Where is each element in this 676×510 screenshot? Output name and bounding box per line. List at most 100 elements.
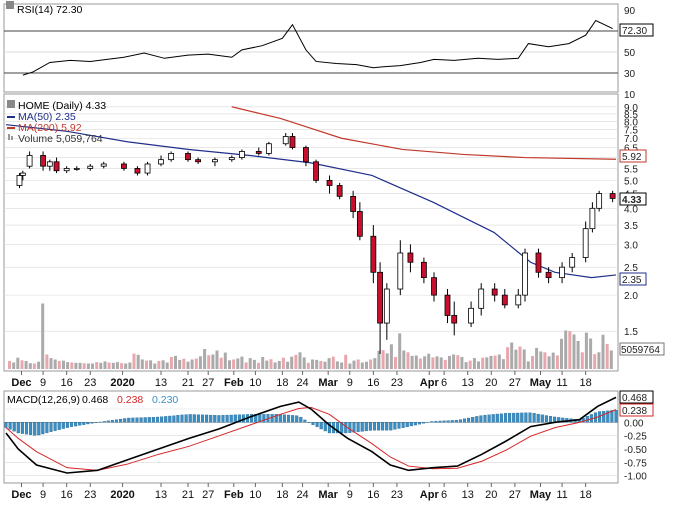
volume-bar [294,355,297,369]
volume-bar [211,355,214,370]
macd-hist-bar [33,422,36,435]
volume-bar [477,361,480,369]
volume-bar [50,358,53,369]
candle-body [64,168,69,170]
volume-bar [62,361,65,369]
volume-bar [41,304,44,370]
candle-body [371,236,376,272]
x-tick-label: 23 [84,377,96,389]
price-ytick-label: 2.0 [624,291,638,302]
x-tick-label: 20 [485,489,497,501]
volume-bar [340,363,343,370]
volume-bar [153,364,156,370]
volume-bar [348,364,351,370]
volume-bar [552,353,555,369]
volume-bar [203,349,206,369]
macd-hist-bar [357,422,360,432]
volume-bar [589,339,592,370]
volume-bar [174,356,177,369]
macd-legend-label: MACD(12,26,9) [7,394,80,406]
candle-body [523,253,528,295]
macd-hist-bar [459,420,462,423]
macd-hist-bar [279,414,282,422]
macd-hist-bar [62,422,65,428]
macd-hist-bar [615,410,618,422]
volume-bar [178,360,181,369]
volume-bar [523,349,526,369]
x-tick-label: 9 [40,377,46,389]
price-ytick-label: 5.0 [624,176,638,187]
x-tick-label: May [530,489,552,501]
macd-hist-bar [430,422,433,423]
last-price-box: 4.33 [620,193,646,206]
rsi-legend-swatch [6,1,14,9]
volume-bar [481,358,484,369]
macd-hist-bar [160,417,163,423]
x-tick-label: 10 [249,489,261,501]
x-tick-label: 27 [202,377,214,389]
macd-hist-bar [381,422,384,430]
candle-body [101,164,106,166]
macd-hist-bar [492,414,495,422]
macd-hist-bar [21,422,24,433]
volume-bar [490,356,493,369]
macd-hist-bar [107,421,110,423]
macd-hist-bar [520,413,523,422]
macd-hist-bar [299,417,302,422]
volume-bar [33,364,36,370]
volume-bar [220,358,223,369]
volume-bar [419,359,422,370]
x-tick-label: 13 [155,377,167,389]
x-tick-label: 18 [580,377,592,389]
volume-bar [282,358,285,369]
volume-bar [328,358,331,369]
volume-bar [74,363,77,369]
volume-bar [265,361,268,369]
volume-bar [543,352,546,369]
candle-body [283,136,288,143]
macd-hist-bar [418,422,421,424]
volume-bar [29,363,32,369]
macd-hist-bar [467,418,470,422]
volume-bar [8,361,11,369]
volume-bar [195,359,198,370]
macd-hist-bar [377,422,380,430]
macd-hist-bar [283,415,286,423]
macd-hist-bar [9,422,12,429]
macd-hist-bar [398,422,401,428]
volume-bar [137,355,140,369]
candle-body [610,194,615,199]
macd-hist-bar [140,418,143,423]
volume-bar [444,360,447,369]
volume-bar [162,360,165,369]
volume-bar [108,363,111,370]
volume-bar [270,359,273,369]
ma200-value-box: 5.92 [620,150,646,163]
macd-hist-bar [50,422,53,432]
volume-bar [286,362,289,369]
candle-body [169,153,174,159]
svg-text:0.468: 0.468 [622,393,647,404]
volume-bar [91,364,94,370]
volume-bar [440,357,443,369]
svg-text:5.92: 5.92 [622,152,642,163]
candle-body [41,155,46,166]
volume-bar [170,357,173,369]
macd-hist-bar [177,415,180,422]
volume-value-box: 5059764 [620,343,664,356]
hist-legend-value: 0.230 [152,394,178,406]
volume-bar [216,351,219,370]
rsi-ytick-label: 90 [624,6,636,17]
x-tick-label: 16 [61,489,73,501]
volume-bar [240,357,243,369]
volume-bar [602,335,605,369]
candle-body [185,153,190,159]
macd-hist-bar [25,422,28,434]
macd-hist-bar [181,415,184,422]
macd-hist-bar [512,413,515,422]
rsi-ytick-label: 30 [624,69,636,80]
x-tick-label: 13 [462,489,474,501]
volume-bar [324,362,327,369]
candle-body [492,289,497,295]
